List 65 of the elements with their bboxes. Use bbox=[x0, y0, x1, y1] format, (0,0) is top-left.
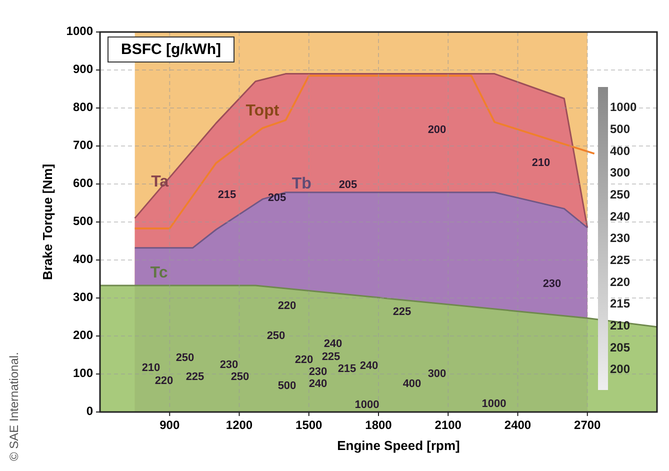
y-tick-label: 200 bbox=[72, 328, 94, 342]
annotation: 220 bbox=[610, 274, 630, 289]
annotation: 215 bbox=[610, 296, 630, 311]
annotation: 220 bbox=[154, 374, 174, 387]
x-tick-label: 2400 bbox=[504, 418, 532, 432]
annotation: 220 bbox=[278, 300, 296, 312]
y-tick-label: 1000 bbox=[66, 24, 94, 38]
x-tick-label: 1200 bbox=[226, 418, 253, 432]
x-tick-label: 2100 bbox=[434, 418, 462, 432]
annotation: 300 bbox=[610, 166, 630, 180]
annotation: 225 bbox=[322, 350, 340, 363]
annotation: 240 bbox=[610, 209, 630, 224]
annotation: 230 bbox=[542, 278, 562, 290]
annotation: 1000 bbox=[354, 398, 380, 411]
series-label: Tc bbox=[150, 264, 168, 282]
annotation: 240 bbox=[324, 338, 342, 350]
y-tick-label: 600 bbox=[72, 176, 94, 190]
annotation: 205 bbox=[610, 340, 630, 354]
annotation: 210 bbox=[532, 156, 550, 169]
annotation: 230 bbox=[308, 366, 328, 378]
x-tick-label: 1500 bbox=[296, 418, 323, 432]
annotation: 230 bbox=[220, 358, 238, 371]
y-tick-label: 100 bbox=[72, 366, 94, 380]
annotation: 200 bbox=[610, 362, 630, 376]
y-tick-label: 300 bbox=[72, 290, 94, 304]
annotation: 205 bbox=[338, 178, 358, 191]
y-axis-title: Brake Torque [Nm] bbox=[40, 164, 55, 280]
annotation: 200 bbox=[428, 124, 446, 136]
annotation: 215 bbox=[218, 188, 236, 201]
annotation: 1000 bbox=[482, 398, 506, 410]
annotation: 220 bbox=[294, 354, 314, 366]
annotation: 300 bbox=[428, 368, 446, 380]
annotation: 240 bbox=[308, 378, 328, 390]
annotation: 500 bbox=[278, 380, 296, 392]
y-tick-label: 0 bbox=[86, 404, 94, 418]
annotation: 210 bbox=[610, 318, 630, 333]
annotation: 230 bbox=[610, 231, 630, 246]
y-tick-label: 500 bbox=[72, 214, 94, 228]
x-axis-title: Engine Speed [rpm] bbox=[337, 438, 460, 453]
annotation: 240 bbox=[360, 360, 378, 372]
annotation: 500 bbox=[610, 122, 630, 136]
x-tick-label: 1800 bbox=[365, 418, 392, 432]
annotation: 250 bbox=[176, 352, 194, 364]
annotation: 225 bbox=[392, 306, 412, 318]
annotation: 225 bbox=[610, 253, 630, 268]
annotation: 225 bbox=[186, 370, 204, 383]
x-tick-label: 2700 bbox=[574, 418, 602, 432]
annotation: 205 bbox=[268, 192, 286, 204]
text: BSFC [g/kWh] bbox=[121, 40, 221, 58]
annotation: 250 bbox=[610, 188, 630, 202]
annotation: 1000 bbox=[610, 100, 638, 114]
x-tick-label: 900 bbox=[160, 418, 180, 432]
annotation: 400 bbox=[402, 378, 422, 390]
y-tick-label: 900 bbox=[72, 62, 94, 76]
y-tick-label: 800 bbox=[72, 100, 94, 114]
annotation: 250 bbox=[266, 330, 286, 342]
annotation: 400 bbox=[610, 144, 630, 158]
annotation: 250 bbox=[230, 370, 250, 383]
annotation: 215 bbox=[338, 362, 356, 375]
series-label: Tb bbox=[292, 176, 312, 193]
annotation: 210 bbox=[142, 362, 160, 374]
y-tick-label: 400 bbox=[72, 252, 94, 266]
text: © SAE International. bbox=[7, 352, 21, 461]
y-tick-label: 700 bbox=[72, 138, 94, 152]
series-label: Topt bbox=[246, 102, 280, 120]
